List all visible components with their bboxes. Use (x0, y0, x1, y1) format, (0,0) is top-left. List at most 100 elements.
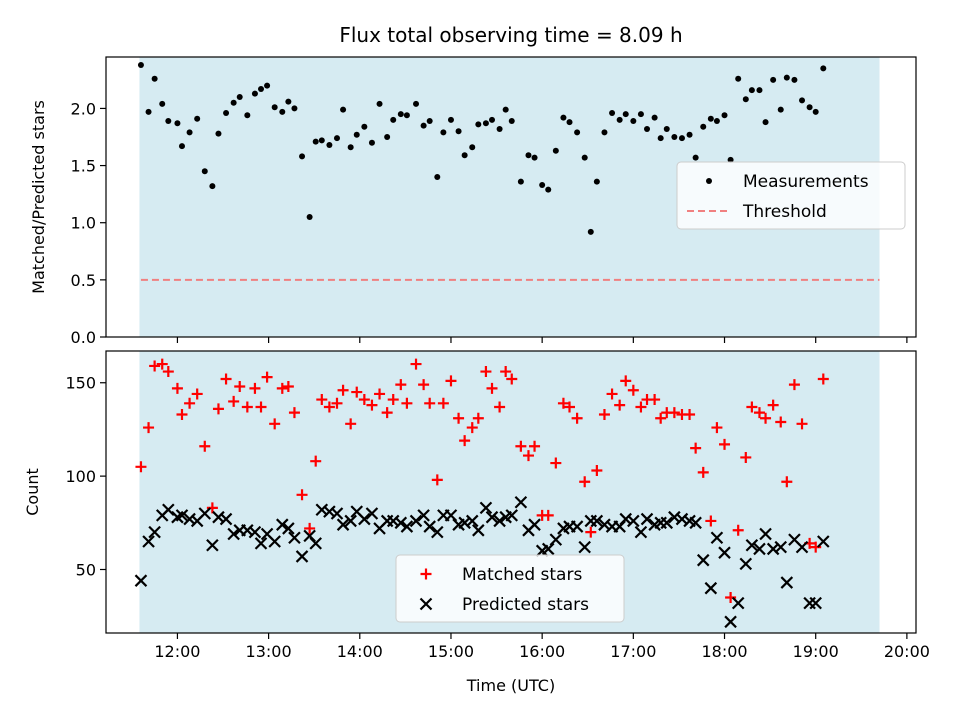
matched-star-point (437, 397, 449, 409)
top-legend-box (676, 161, 906, 230)
measurement-point (159, 100, 166, 107)
predicted-star-point (206, 538, 219, 552)
measurement-point (137, 62, 144, 68)
matched-star-point (746, 401, 758, 413)
measurement-point (574, 129, 581, 136)
matched-star-point (817, 373, 829, 385)
matched-star-point (276, 382, 288, 394)
measurement-point (601, 129, 608, 136)
top-y-tick-label: 2.0 (71, 99, 96, 118)
measurement-point (531, 154, 538, 161)
predicted-star-point (162, 503, 175, 517)
bottom-y-tick-label: 50 (76, 561, 96, 580)
predicted-star-point (365, 507, 379, 520)
matched-star-point (135, 461, 147, 473)
measurement-point (508, 118, 515, 124)
measurement-point (692, 154, 699, 161)
matched-star-point (775, 416, 787, 428)
predicted-star-point (288, 531, 301, 545)
matched-star-point (156, 358, 168, 370)
matched-star-point (381, 407, 393, 419)
measurement-point (671, 134, 678, 140)
measurement-point (384, 134, 391, 140)
predicted-star-point (198, 507, 212, 520)
measurement-point (566, 119, 573, 126)
measurement-point (403, 112, 410, 119)
bottom-x-tick-label: 12:00 (154, 642, 200, 661)
legend-matched-marker (420, 568, 432, 580)
measurement-point (581, 154, 588, 161)
predicted-star-point (759, 527, 772, 541)
predicted-star-point (718, 546, 731, 559)
bottom-y-tick-label: 100 (65, 467, 96, 486)
matched-star-point (184, 397, 196, 409)
predicted-star-point (175, 509, 189, 522)
matched-star-point (241, 401, 253, 413)
top-panel: 0.00.51.01.52.0 Matched/Predicted stars … (29, 56, 917, 347)
legend-measurements-marker (706, 178, 712, 184)
predicted-star-point (148, 525, 161, 539)
matched-star-point (149, 360, 161, 372)
matched-star-point (323, 401, 335, 413)
predicted-star-point (323, 505, 336, 518)
measurement-point (244, 112, 251, 119)
measurement-points (137, 62, 827, 235)
measurement-point (742, 96, 749, 103)
predicted-star-point (134, 574, 148, 587)
top-legend: Measurements Threshold (676, 161, 906, 230)
matched-star-point (767, 399, 779, 411)
matched-star-point (228, 395, 240, 407)
predicted-star-point (668, 510, 681, 524)
matched-star-point (212, 403, 224, 415)
predicted-star-point (590, 514, 604, 528)
matched-star-point (515, 440, 527, 452)
predicted-star-point (696, 553, 710, 567)
measurement-point (609, 110, 616, 116)
predicted-star-point (598, 518, 611, 531)
measurement-point (215, 130, 222, 137)
predicted-star-point (295, 550, 309, 563)
measurement-point (552, 147, 559, 154)
matched-star-point (282, 380, 294, 392)
top-y-tick-label: 1.0 (71, 214, 96, 233)
measurement-point (587, 228, 594, 235)
measurement-point (777, 106, 784, 113)
measurement-point (426, 118, 433, 124)
measurement-point (285, 98, 292, 105)
bottom-x-tick-label: 18:00 (701, 642, 747, 661)
measurement-point (469, 144, 476, 151)
predicted-star-point (528, 518, 541, 531)
measurement-point (145, 108, 152, 115)
predicted-star-point (400, 520, 414, 533)
legend-predicted-marker (419, 597, 433, 611)
predicted-star-point (344, 514, 357, 528)
predicted-star-point (640, 512, 654, 526)
chart-title: Flux total observing time = 8.09 h (339, 23, 682, 47)
predicted-star-point (724, 615, 737, 629)
matched-star-point (366, 399, 378, 411)
predicted-star-point (570, 520, 584, 533)
measurement-point (279, 108, 286, 115)
measurement-point (616, 116, 623, 123)
matched-star-point (522, 450, 534, 462)
predicted-star-point (817, 535, 830, 548)
bottom-x-tick-label: 19:00 (793, 642, 839, 661)
measurement-point (413, 100, 420, 107)
measurement-point (770, 76, 777, 83)
predicted-star-point (227, 527, 240, 541)
measurement-point (713, 118, 720, 124)
measurement-point (397, 111, 404, 118)
predicted-star-point (493, 514, 506, 528)
measurement-point (756, 87, 763, 94)
measurement-point (151, 75, 158, 82)
bottom-x-tick-label: 14:00 (337, 642, 383, 661)
legend-threshold-label: Threshold (742, 202, 827, 222)
measurement-point (186, 129, 193, 136)
predicted-star-point (479, 501, 493, 515)
measurement-point (271, 104, 278, 111)
predicted-star-point (276, 518, 289, 531)
measurement-point (496, 126, 503, 132)
predicted-star-point (423, 520, 436, 533)
matched-star-point (345, 418, 357, 430)
top-y-tick-label: 0.5 (71, 271, 96, 290)
